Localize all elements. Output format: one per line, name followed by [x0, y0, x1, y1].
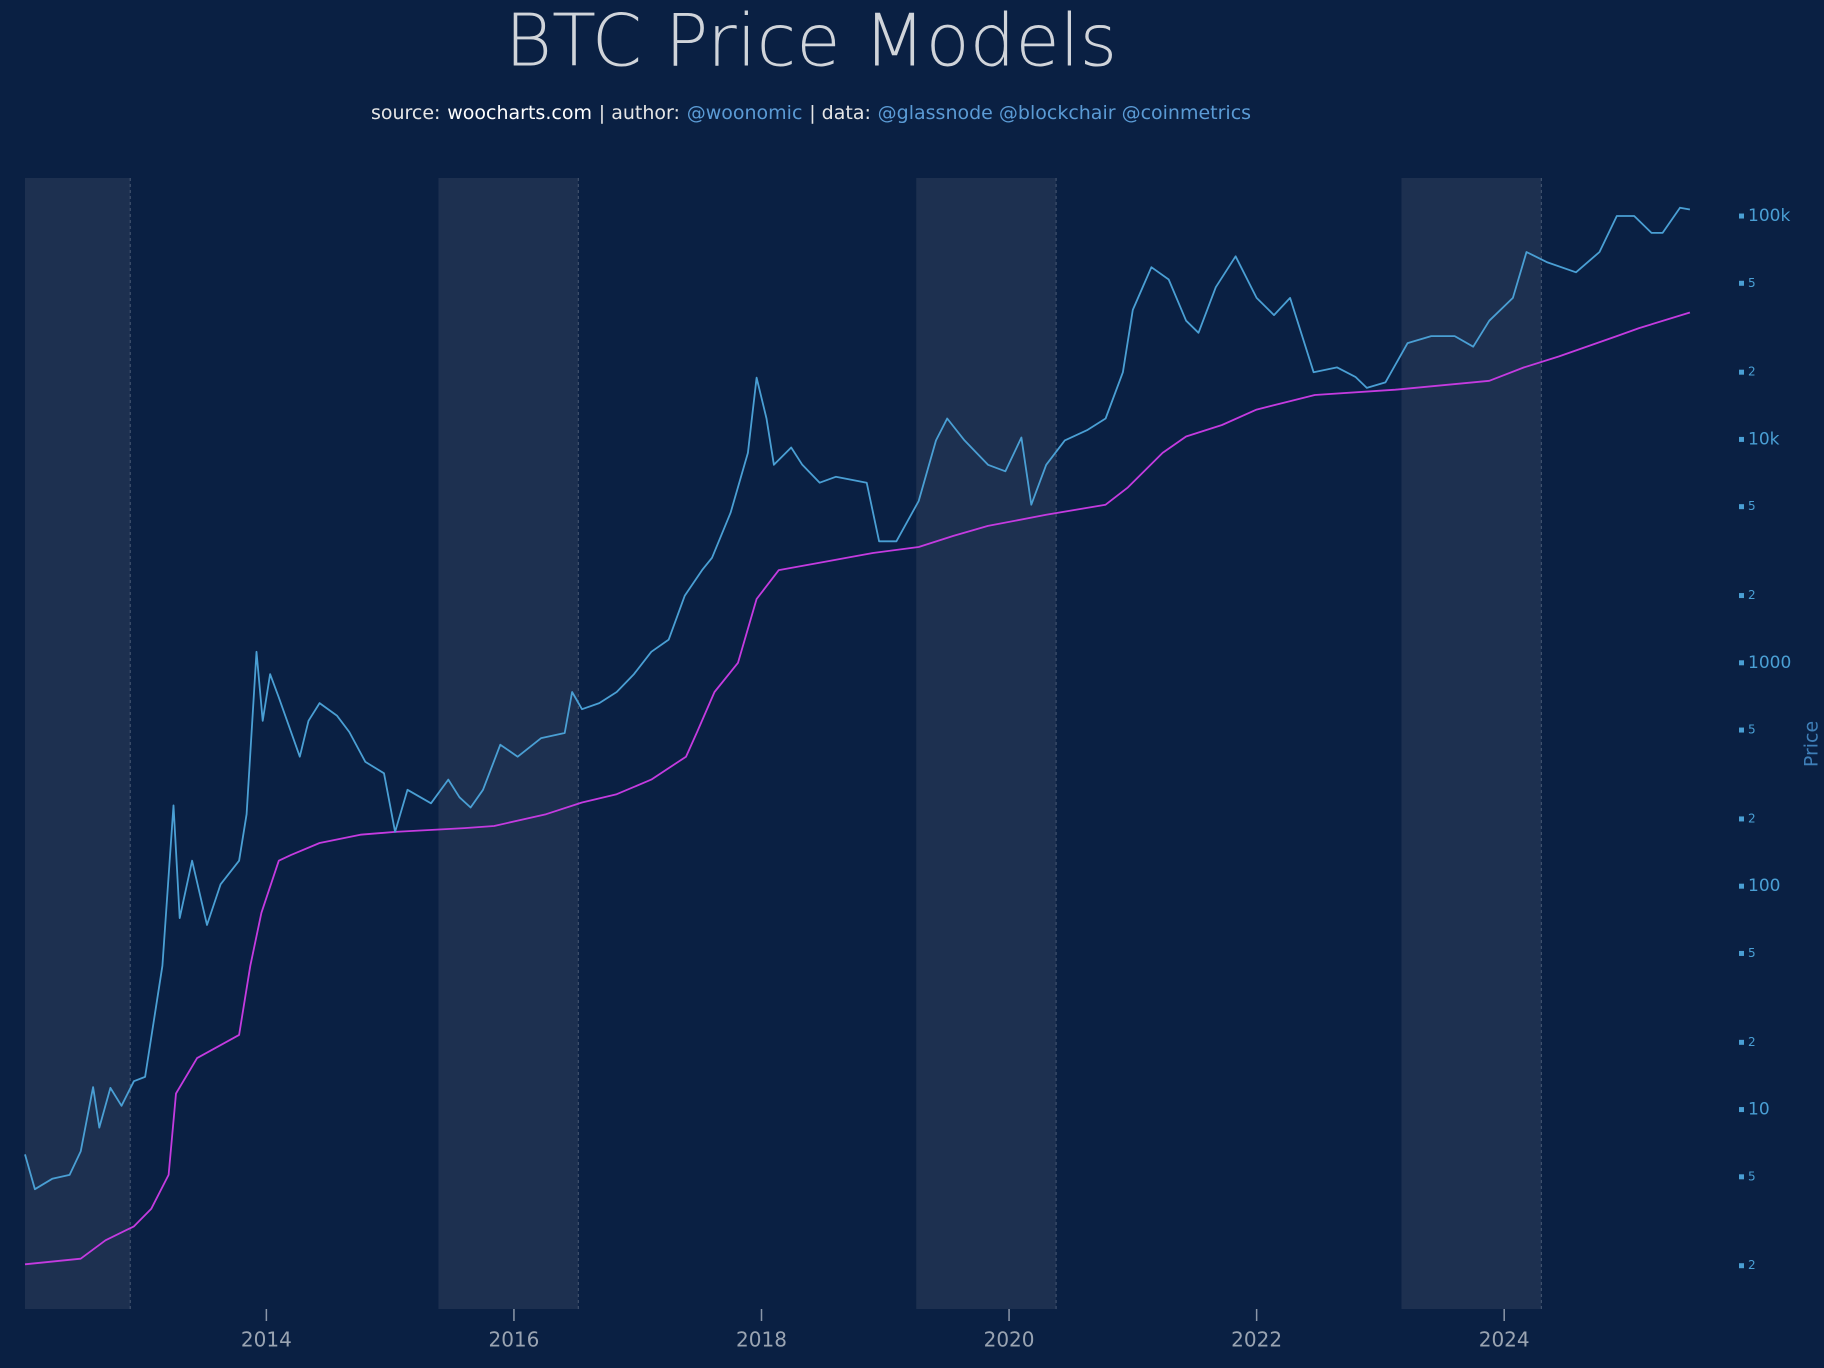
shaded-range: [916, 178, 1057, 1309]
y-tick-label: 100: [1748, 876, 1780, 896]
y-tick-label: 2: [1748, 588, 1756, 602]
y-tick-label: 5: [1748, 723, 1756, 737]
y-tick-label: 2: [1748, 811, 1756, 825]
subtitle: source: woocharts.com | author: @woonomic | …: [0, 102, 1622, 124]
price-line: [24, 206, 1691, 1191]
subtitle-part: | data:: [809, 102, 871, 124]
y-tick-label: 5: [1748, 1169, 1756, 1183]
subtitle-part: @glassnode @blockchair @coinmetrics: [877, 102, 1252, 124]
y-tick: [1739, 1263, 1744, 1269]
y-tick-label: 10: [1748, 1100, 1770, 1120]
y-tick: [1739, 280, 1744, 286]
subtitle-part: source:: [370, 102, 441, 124]
y-tick: [1739, 816, 1744, 822]
y-tick: [1739, 660, 1744, 666]
x-tick-label: 2016: [488, 1328, 539, 1352]
y-tick: [1739, 436, 1744, 442]
y-tick: [1739, 593, 1744, 599]
subtitle-part: @woonomic: [686, 102, 803, 124]
x-tick-label: 2024: [1479, 1328, 1530, 1352]
y-tick: [1739, 1039, 1744, 1045]
shaded-ranges: [25, 178, 1542, 1309]
y-axis-title: Price: [1801, 721, 1823, 767]
x-tick-label: 2018: [736, 1328, 787, 1352]
price-line: [24, 311, 1691, 1266]
y-tick-label: 5: [1748, 946, 1756, 960]
shaded-range: [25, 178, 131, 1309]
subtitle-part: | author:: [598, 102, 680, 124]
y-tick-label: 2: [1748, 1258, 1756, 1272]
y-tick-label: 5: [1748, 276, 1756, 290]
x-tick-label: 2020: [984, 1328, 1035, 1352]
subtitle-part: woocharts.com: [447, 102, 592, 124]
y-tick-label: 10k: [1748, 429, 1780, 449]
y-tick: [1739, 883, 1744, 889]
y-tick-label: 1000: [1748, 653, 1791, 673]
y-tick: [1739, 213, 1744, 219]
y-tick: [1739, 1174, 1744, 1180]
x-tick-label: 2014: [241, 1328, 292, 1352]
y-tick: [1739, 504, 1744, 510]
y-tick-label: 100k: [1748, 206, 1790, 226]
x-tick-label: 2022: [1231, 1328, 1282, 1352]
y-tick: [1739, 369, 1744, 375]
shaded-range: [438, 178, 579, 1309]
y-tick: [1739, 950, 1744, 956]
shaded-range: [1401, 178, 1542, 1309]
y-tick-label: 2: [1748, 365, 1756, 379]
y-tick: [1739, 1107, 1744, 1113]
y-tick-label: 5: [1748, 499, 1756, 513]
y-tick-label: 2: [1748, 1035, 1756, 1049]
chart-title: BTC Price Models: [505, 0, 1117, 83]
y-tick: [1739, 727, 1744, 733]
